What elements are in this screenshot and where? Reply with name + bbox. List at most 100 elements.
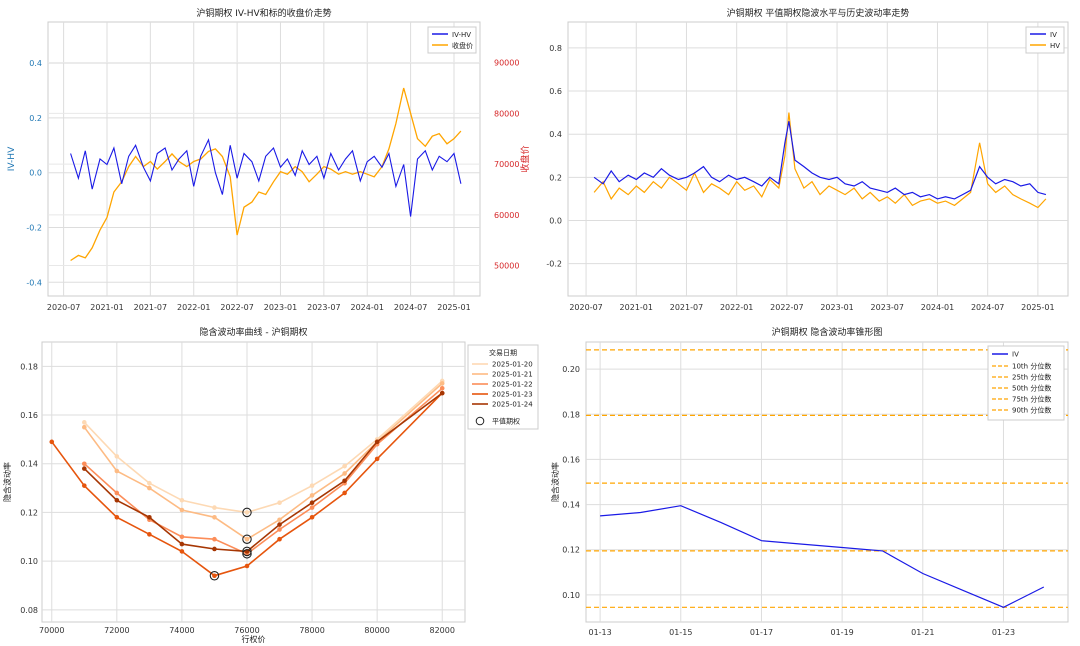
y2-tick-label: 50000 — [494, 262, 519, 271]
smile-point — [277, 527, 282, 532]
y-tick-label: 0.16 — [562, 455, 580, 464]
y2-tick-label: 60000 — [494, 211, 519, 220]
x-tick-label: 2024-01 — [351, 303, 384, 312]
x-tick-label: 2023-07 — [307, 303, 340, 312]
chart-title: 沪铜期权 隐含波动率锥形图 — [772, 326, 883, 338]
smile-point — [82, 461, 87, 467]
smile-point — [179, 507, 185, 513]
y-tick-label: 0.8 — [549, 44, 562, 53]
x-tick-label: 2025-01 — [437, 303, 470, 312]
y-tick-label: 0.12 — [562, 546, 580, 555]
y-tick-label: 0.16 — [20, 411, 38, 420]
y-tick-label: -0.2 — [26, 224, 42, 233]
chart-iv-vs-hv: 2020-07 2021-01 2021-07 2022-01 2022-07 2023-… — [546, 7, 1069, 312]
smile-point — [147, 515, 152, 520]
smile-point — [374, 456, 380, 462]
x-tick-label: 2025-01 — [1021, 303, 1054, 312]
smile-point — [277, 517, 282, 523]
legend-label: 10th 分位数 — [1012, 362, 1051, 371]
y-tick-label: 0.12 — [20, 508, 38, 517]
smile-point — [342, 490, 347, 496]
y-tick-label: 0.10 — [562, 591, 580, 600]
x-tick-label: 2024-01 — [921, 303, 954, 312]
x-tick-label: 78000 — [299, 626, 324, 635]
x-tick-label: 70000 — [39, 626, 64, 635]
smile-point — [179, 541, 185, 547]
plot-area — [567, 21, 1069, 297]
smile-point — [212, 515, 217, 520]
x-axis-label: 行权价 — [242, 634, 266, 644]
smile-point — [114, 515, 120, 520]
smile-point — [342, 463, 347, 469]
smile-point — [374, 439, 380, 445]
chart-iv-cone: 01-13 01-15 01-17 01-19 01-21 01-23 0.10 0.12 0.… — [550, 326, 1069, 637]
smile-point — [179, 534, 185, 540]
y-tick-label: 0.6 — [549, 87, 562, 96]
smile-point — [82, 424, 87, 430]
smile-point — [212, 546, 217, 552]
atm-marker — [209, 570, 220, 581]
atm-marker — [242, 507, 252, 518]
legend-box — [987, 345, 1065, 421]
x-tick-label: 01-13 — [588, 628, 611, 637]
smile-point — [82, 483, 87, 488]
smile-point — [114, 454, 120, 459]
chart-iv-smile: 70000 72000 74000 76000 78000 80000 82000 0.08 0… — [2, 326, 539, 644]
smile-point — [309, 515, 315, 520]
y-tick-label: 0.18 — [562, 410, 580, 419]
smile-point — [309, 500, 315, 505]
y-axis-label: 隐含波动率 — [2, 462, 12, 502]
x-tick-label: 2021-01 — [90, 303, 123, 312]
x-tick-label: 74000 — [169, 626, 194, 635]
x-tick-label: 72000 — [104, 626, 129, 635]
smile-point — [212, 505, 217, 510]
x-tick-label: 2023-01 — [264, 303, 297, 312]
x-tick-label: 2020-07 — [569, 303, 602, 312]
y2-tick-label: 70000 — [494, 160, 519, 169]
legend-label: 50th 分位数 — [1012, 384, 1051, 393]
y-tick-label: 0.10 — [20, 557, 38, 566]
hv-line — [593, 112, 1047, 209]
smile-point — [147, 485, 152, 491]
smile-point — [212, 573, 217, 579]
x-tick-label: 2022-01 — [177, 303, 210, 312]
smile-point — [82, 466, 87, 471]
x-tick-label: 2021-07 — [670, 303, 703, 312]
x-tick-label: 2024-07 — [971, 303, 1004, 312]
x-tick-label: 80000 — [364, 626, 389, 635]
chart-title: 沪铜期权 IV-HV和标的收盘价走势 — [196, 7, 331, 19]
smile-point — [82, 420, 87, 425]
y2-tick-label: 90000 — [494, 59, 519, 68]
smile-point — [147, 532, 152, 537]
x-tick-label: 2023-01 — [820, 303, 853, 312]
legend-label: 2025-01-22 — [492, 381, 533, 389]
legend-title: 交易日期 — [489, 348, 517, 357]
legend: IV HV — [1025, 26, 1065, 54]
smile-point — [309, 493, 315, 498]
smile-point — [342, 471, 347, 476]
x-tick-label: 2021-07 — [134, 303, 167, 312]
smile-point — [244, 563, 250, 569]
smile-point — [179, 549, 185, 554]
x-tick-label: 76000 — [234, 626, 259, 635]
legend: IV-HV 收盘价 — [427, 26, 477, 54]
smile-point — [277, 536, 282, 542]
legend-label: IV-HV — [452, 31, 471, 39]
chart-iv-hv-close: 2020-07 2021-01 2021-07 2022-01 2022-07 2023-… — [7, 7, 531, 312]
x-tick-label: 2022-01 — [720, 303, 753, 312]
x-tick-label: 01-15 — [669, 628, 692, 637]
legend-box — [467, 344, 539, 430]
x-tick-label: 82000 — [429, 626, 454, 635]
legend-label: 90th 分位数 — [1012, 406, 1051, 415]
legend: IV 10th 分位数 25th 分位数 50th 分位数 75th 分位数 90th 分… — [987, 345, 1065, 421]
legend-label: 2025-01-20 — [492, 361, 533, 369]
x-tick-label: 01-17 — [750, 628, 773, 637]
iv-line — [593, 121, 1047, 200]
x-tick-label: 2022-07 — [770, 303, 803, 312]
legend-label: 2025-01-24 — [492, 401, 533, 409]
legend-label: IV — [1012, 351, 1019, 359]
legend-atm-marker — [475, 416, 485, 426]
y-tick-label: 0.20 — [562, 365, 580, 374]
y-tick-label: 0.0 — [549, 216, 562, 225]
